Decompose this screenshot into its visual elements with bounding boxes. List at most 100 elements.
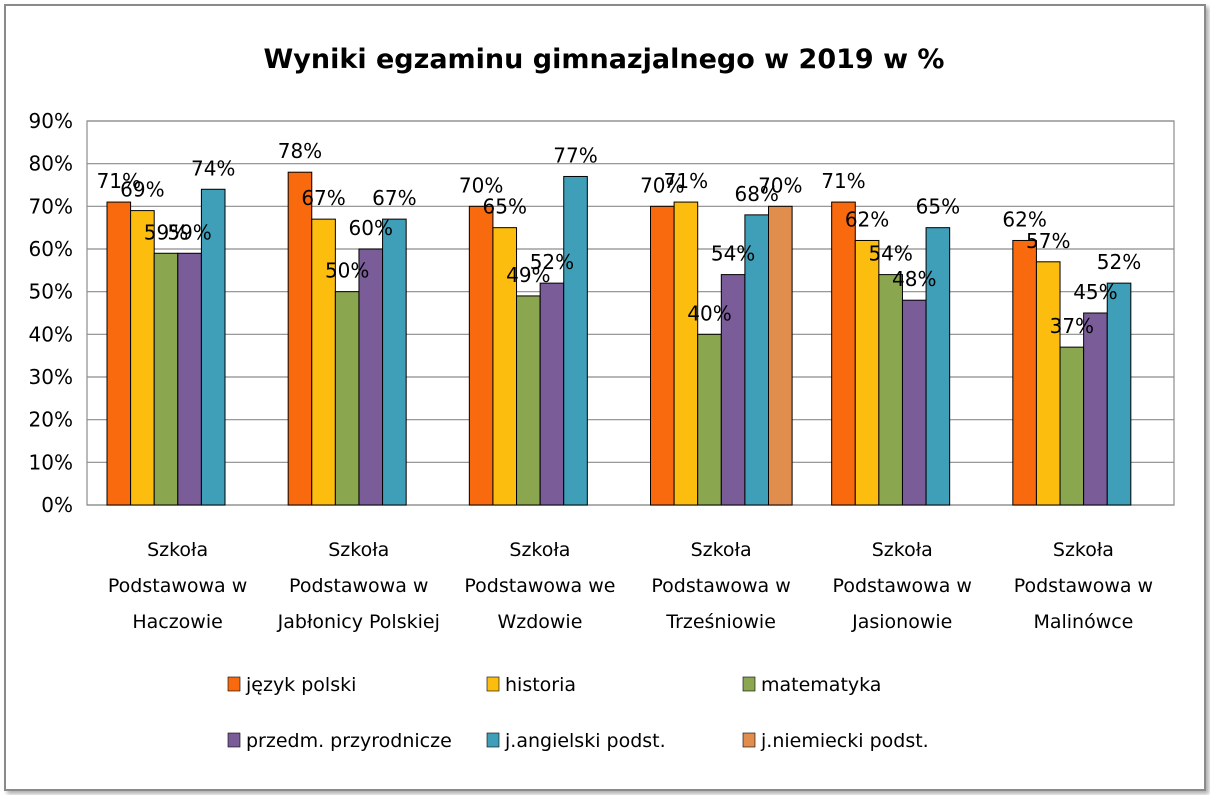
data-label: 60% — [349, 216, 393, 240]
data-label: 40% — [687, 301, 731, 325]
x-tick-label: Wzdowie — [497, 611, 582, 633]
legend-swatch — [227, 732, 241, 748]
y-tick-label: 50% — [29, 280, 73, 304]
x-tick-label: Podstawowa w — [108, 575, 247, 597]
bar — [539, 282, 565, 506]
legend-swatch — [227, 676, 241, 692]
legend-entry: historia — [505, 674, 576, 696]
legend-entry: język polski — [245, 674, 356, 696]
legend-entry: j.niemiecki podst. — [760, 730, 929, 752]
bar — [1059, 346, 1085, 506]
bar — [925, 227, 951, 506]
bar — [382, 218, 407, 506]
bar — [697, 333, 722, 506]
x-tick-label: Szkoła — [509, 539, 570, 561]
legend-swatch — [486, 732, 500, 748]
data-label: 74% — [191, 156, 235, 180]
bar — [1083, 312, 1108, 506]
legend-entry: matematyka — [761, 674, 881, 696]
bar — [1106, 282, 1132, 506]
x-tick-label: Jabłonicy Polskiej — [277, 611, 440, 633]
data-label: 77% — [553, 143, 597, 167]
bar — [200, 188, 226, 506]
bar — [901, 299, 927, 506]
chart-title: Wyniki egzaminu gimnazjalnego w 2019 w % — [264, 44, 945, 75]
data-label: 54% — [868, 242, 912, 266]
data-label: 50% — [325, 259, 369, 283]
bar — [878, 274, 903, 506]
data-label: 45% — [1073, 280, 1117, 304]
bar — [130, 210, 155, 506]
x-tick-label: Haczowie — [132, 611, 222, 633]
data-label: 67% — [301, 186, 345, 210]
y-tick-label: 30% — [29, 365, 73, 389]
y-tick-label: 60% — [29, 237, 73, 261]
bar — [768, 205, 793, 506]
y-tick-label: 70% — [29, 194, 73, 218]
data-label: 70% — [459, 173, 503, 197]
bar — [650, 205, 675, 506]
bar — [831, 201, 856, 506]
y-tick-label: 0% — [41, 493, 73, 517]
x-tick-label: Malinówce — [1033, 611, 1133, 633]
x-tick-label: Szkoła — [691, 539, 752, 561]
data-label: 69% — [120, 178, 164, 202]
bar — [673, 201, 699, 506]
bar — [854, 239, 880, 506]
bar — [468, 205, 494, 506]
data-label: 52% — [1097, 250, 1141, 274]
y-tick-label: 10% — [29, 450, 73, 474]
data-label: 71% — [821, 169, 865, 193]
data-label: 49% — [506, 263, 550, 287]
data-label: 67% — [372, 186, 416, 210]
data-labels: 71%69%59%59%74%78%67%50%60%67%70%65%49%5… — [97, 139, 1142, 338]
data-label: 59% — [167, 220, 211, 244]
y-tick-label: 20% — [29, 408, 73, 432]
data-label: 68% — [734, 182, 778, 206]
bar — [287, 171, 313, 506]
legend-entry: j.angielski podst. — [504, 730, 666, 752]
data-label: 54% — [711, 242, 755, 266]
data-label: 62% — [845, 207, 889, 231]
legend-swatch — [486, 676, 500, 692]
data-label: 71% — [97, 169, 141, 193]
y-tick-label: 40% — [29, 322, 73, 346]
data-label: 57% — [1026, 229, 1070, 253]
data-label: 65% — [483, 195, 527, 219]
x-tick-label: Szkoła — [147, 539, 208, 561]
plot-area-border — [86, 120, 1175, 506]
x-tick-label: Podstawowa w — [651, 575, 790, 597]
data-label: 59% — [144, 220, 188, 244]
data-label: 52% — [530, 250, 574, 274]
data-label: 62% — [1002, 207, 1046, 231]
data-label: 78% — [278, 139, 322, 163]
x-tick-label: Podstawowa w — [289, 575, 428, 597]
y-tick-label: 80% — [29, 152, 73, 176]
y-axis: 0% 10% 20% 30% 40% 50% 60% 70% 80% 90% — [29, 109, 73, 517]
bar — [1012, 239, 1037, 506]
data-label: 48% — [892, 267, 936, 291]
x-tick-label: Szkoła — [1053, 539, 1114, 561]
bar — [563, 175, 588, 506]
x-tick-label: Szkoła — [872, 539, 933, 561]
x-tick-label: Jasionowie — [851, 611, 952, 633]
bar — [106, 201, 132, 506]
legend-swatch — [742, 732, 756, 748]
legend-swatch — [742, 676, 756, 692]
legend: język polski historia matematyka przedm. pr… — [227, 674, 929, 752]
data-label: 71% — [664, 169, 708, 193]
x-axis: Szkoła Podstawowa w Haczowie Szkoła Podstawo… — [108, 539, 1153, 633]
data-label: 70% — [758, 173, 802, 197]
y-tick-label: 90% — [29, 109, 73, 133]
bars — [106, 171, 1132, 506]
bar — [153, 252, 179, 506]
x-tick-label: Podstawowa w — [1014, 575, 1153, 597]
data-label: 65% — [916, 195, 960, 219]
gridlines — [86, 120, 1175, 506]
x-tick-label: Podstawowa w — [833, 575, 972, 597]
bar — [1035, 261, 1061, 506]
bar — [334, 291, 360, 506]
legend-entry: przedm. przyrodnicze — [246, 730, 452, 752]
bar — [177, 252, 202, 506]
